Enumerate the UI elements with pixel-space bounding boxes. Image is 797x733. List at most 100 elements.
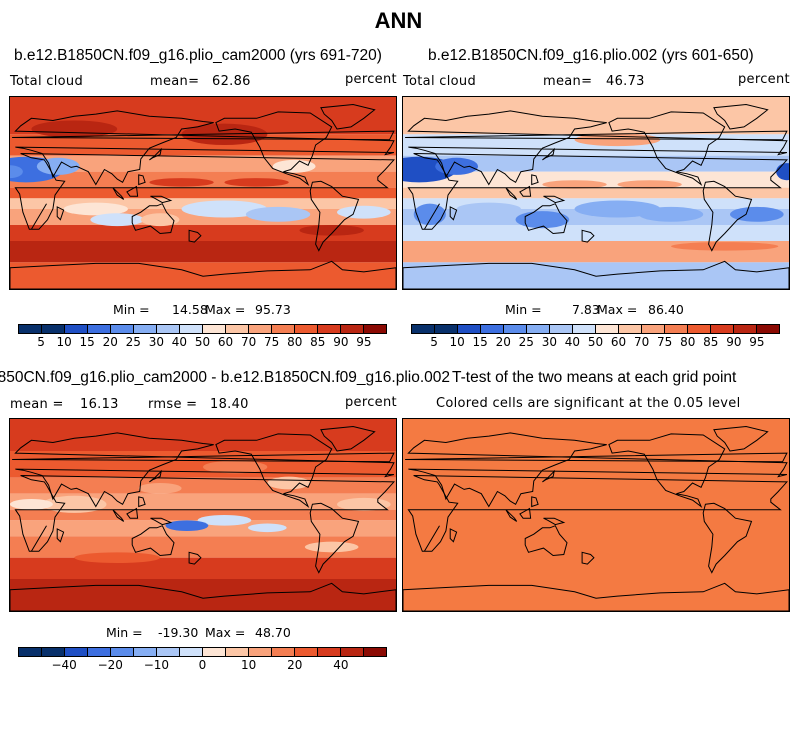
field-region — [337, 497, 391, 511]
field-region — [203, 460, 268, 474]
panel2-units: percent — [738, 72, 790, 87]
panel3-colorbar-labels: −40 −20 −10 0 10 20 40 — [18, 658, 387, 674]
colorbar-tick-label: 75 — [657, 335, 673, 349]
field-region — [90, 213, 145, 227]
colorbar-tick-label: 80 — [680, 335, 696, 349]
colorbar-box — [527, 325, 550, 333]
panel2-min-value: 7.83 — [572, 302, 600, 317]
panel3-rmse-label: rmse = — [148, 397, 198, 412]
colorbar-tick-label: 80 — [287, 335, 303, 349]
field-region — [63, 202, 128, 216]
coastline-island — [188, 229, 202, 243]
field-band — [403, 97, 789, 135]
field-band — [10, 241, 396, 263]
colorbar-tick-label: 85 — [703, 335, 719, 349]
coastline-eurasia — [14, 432, 395, 508]
coastline-africa — [14, 475, 396, 552]
panel1-title: b.e12.B1850CN.f09_g16.plio_cam2000 (yrs … — [14, 47, 382, 64]
panel3-rmse-value: 18.40 — [210, 397, 249, 412]
colorbar-box — [272, 325, 295, 333]
field-region — [456, 202, 521, 216]
coastline-greenland — [713, 103, 769, 130]
coastline-island — [531, 174, 539, 186]
panel3-mean-label: mean = — [10, 397, 64, 412]
coastline-island — [519, 185, 532, 197]
colorbar-tick-label: 10 — [449, 335, 465, 349]
coastline-island — [12, 130, 395, 141]
colorbar-box — [364, 325, 386, 333]
colorbar-tick-label: 40 — [171, 335, 188, 349]
panel1-units: percent — [345, 72, 397, 87]
colorbar-box — [665, 325, 688, 333]
field-region — [413, 203, 446, 225]
colorbar-tick-label: 70 — [240, 335, 257, 349]
colorbar-box — [458, 325, 481, 333]
field-region — [638, 206, 704, 222]
coastline-antarctica — [10, 260, 396, 289]
colorbar-tick-label: 95 — [356, 335, 372, 349]
field-region — [299, 225, 364, 236]
colorbar-box — [203, 648, 226, 656]
colorbar-box — [157, 325, 180, 333]
field-region — [248, 523, 287, 533]
coastline-greenland — [320, 103, 376, 130]
panel2-colorbar-labels: 5 10 15 20 25 30 40 50 60 70 75 80 85 90 95 — [411, 335, 780, 351]
coastline-island — [505, 509, 518, 522]
colorbar-box — [134, 648, 157, 656]
coastline-africa — [14, 153, 396, 230]
coastline-antarctica — [403, 260, 789, 289]
coastline-island — [449, 528, 458, 543]
colorbar-box — [481, 325, 504, 333]
coastline-antarctica — [403, 582, 789, 611]
colorbar-box — [318, 648, 341, 656]
colorbar-box — [435, 325, 458, 333]
colorbar-box — [295, 648, 318, 656]
colorbar-box — [711, 325, 734, 333]
coastline-australia — [524, 525, 568, 557]
field-region — [574, 200, 661, 218]
colorbar-box — [65, 325, 88, 333]
panel2-map-svg — [403, 97, 789, 289]
colorbar-box — [157, 648, 180, 656]
colorbar-box — [180, 648, 203, 656]
coastline-island — [126, 507, 139, 519]
colorbar-tick-label: 70 — [633, 335, 650, 349]
colorbar-box — [42, 648, 65, 656]
colorbar-tick-label: −40 — [51, 658, 77, 672]
colorbar-tick-label: 25 — [518, 335, 534, 349]
coastline-island — [449, 206, 458, 221]
colorbar-box — [642, 325, 665, 333]
panel3-colorbar — [18, 647, 387, 657]
colorbar-box — [19, 325, 42, 333]
colorbar-box — [688, 325, 711, 333]
colorbar-box — [619, 325, 642, 333]
colorbar-tick-label: −20 — [97, 658, 123, 672]
panel3-map — [9, 418, 397, 612]
colorbar-box — [226, 325, 249, 333]
panel3-title-clip: b.e12.B1850CN.f09_g16.plio_cam2000 - b.e… — [0, 368, 450, 390]
colorbar-tick-label: 0 — [198, 658, 207, 672]
panel3-units: percent — [345, 395, 397, 410]
colorbar-tick-label: 50 — [194, 335, 211, 349]
field-region — [165, 520, 209, 531]
coastline-island — [542, 147, 556, 161]
panel2-mean-value: 46.73 — [606, 74, 645, 89]
field-region — [267, 476, 311, 490]
colorbar-box — [272, 648, 295, 656]
coastline-eurasia — [407, 432, 788, 508]
colorbar-box — [180, 325, 203, 333]
colorbar-box — [504, 325, 527, 333]
field-band — [10, 225, 396, 241]
field-region — [671, 242, 779, 251]
colorbar-box — [134, 325, 157, 333]
field-band — [10, 187, 396, 199]
coastline-island — [581, 229, 595, 243]
field-region — [776, 163, 789, 181]
field-band — [10, 419, 396, 451]
colorbar-tick-label: 20 — [287, 658, 303, 672]
coastline-greenland — [713, 425, 769, 452]
coastline-island — [581, 551, 595, 565]
colorbar-box — [295, 325, 318, 333]
coastline-south-america — [702, 502, 753, 574]
colorbar-box — [88, 325, 111, 333]
